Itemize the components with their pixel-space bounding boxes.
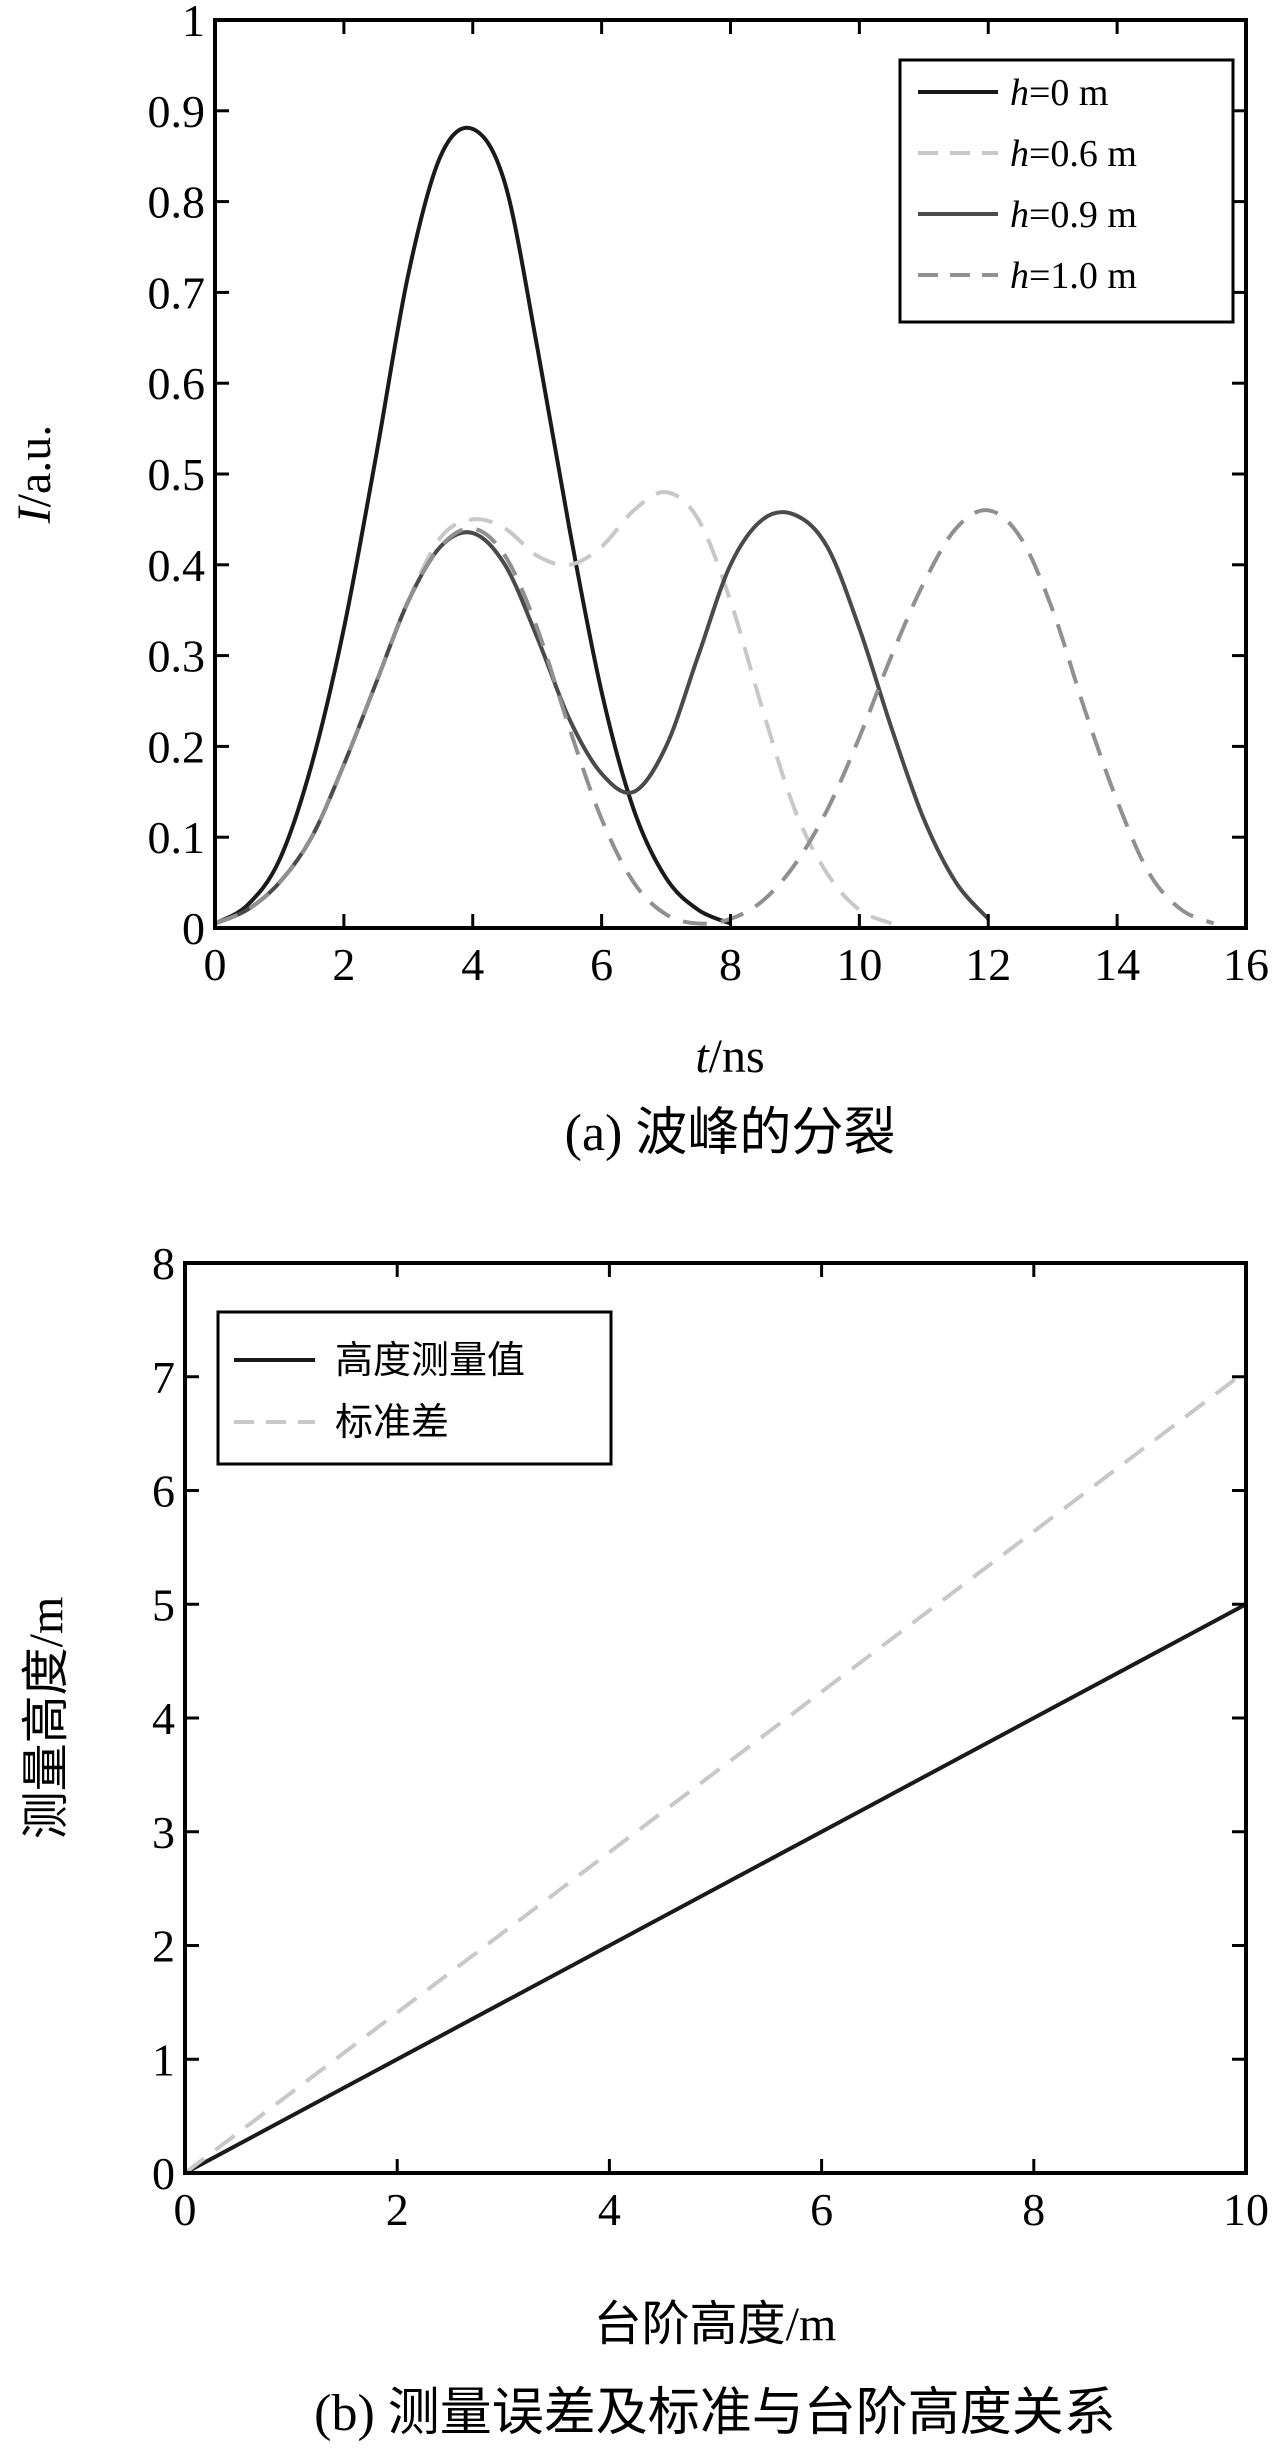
chart-a-x-tick-label: 16 (1223, 939, 1269, 990)
chart-b-x-axis-label: 台阶高度/m (594, 2298, 837, 2351)
chart-a-series-line-2 (214, 510, 990, 926)
chart-a-y-tick-label: 0.3 (148, 631, 206, 682)
chart-a-legend-label-0: h=0 m (1010, 72, 1109, 114)
chart-b-legend-label-1: 标准差 (335, 1402, 449, 1444)
chart-a-series-line-1 (214, 490, 893, 926)
chart-b-y-tick-label: 4 (152, 1693, 175, 1744)
chart-a-x-tick-label: 0 (204, 939, 227, 990)
chart-a-x-tick-label: 8 (719, 939, 742, 990)
chart-a-series-line-0 (214, 125, 732, 926)
chart-a-ticks (213, 18, 1248, 930)
chart-b-series-line-0 (184, 1602, 1247, 2175)
chart-a-x-tick-label: 12 (965, 939, 1011, 990)
chart-a-legend-label-1: h=0.6 m (1010, 133, 1137, 175)
chart-a-legend: h=0 m h=0.6 m h=0.9 m h=1.0 m (898, 58, 1235, 324)
chart-a-legend-box (898, 58, 1235, 324)
chart-b-ticks (183, 1261, 1248, 2175)
chart-b-legend-box (216, 1310, 613, 1466)
chart-a-y-tick-label: 0.1 (148, 812, 206, 863)
chart-b-series-line-1 (183, 1369, 1248, 2175)
chart-b-x-tick-label: 8 (1022, 2184, 1045, 2235)
chart-a-x-tick-label: 2 (332, 939, 355, 990)
chart-b-y-tick-label: 8 (152, 1238, 175, 1289)
chart-a-x-tick-label: 10 (836, 939, 882, 990)
chart-b-y-tick-label: 2 (152, 1921, 175, 1972)
chart-a-tick-labels: 0 2 4 6 8 10 12 14 16 0 0.1 0.2 0.3 0.4 0.5 0.6 0.7 0.8 0.… (148, 0, 1270, 990)
chart-a-y-tick-label: 0 (182, 903, 205, 954)
chart-b-x-tick-label: 6 (810, 2184, 833, 2235)
chart-a: 0 2 4 6 8 10 12 14 16 0 0.1 0.2 0.3 0.4 0.5 0.6 0.7 0.8 0.… (8, 0, 1269, 1162)
chart-b-y-axis-label: 测量高度/m (20, 1597, 73, 1840)
chart-b-y-tick-label: 7 (152, 1352, 175, 1403)
chart-a-legend-label-2: h=0.9 m (1010, 194, 1137, 236)
chart-b-y-tick-label: 1 (152, 2034, 175, 2085)
chart-a-x-tick-label: 4 (461, 939, 484, 990)
chart-b-x-tick-label: 2 (386, 2184, 409, 2235)
chart-a-y-tick-label: 0.8 (148, 177, 206, 228)
chart-a-y-tick-label: 0.7 (148, 267, 206, 318)
chart-a-x-tick-label: 6 (590, 939, 613, 990)
chart-b-series-lines (183, 1369, 1248, 2175)
chart-b-caption: (b) 测量误差及标准与台阶高度关系 (314, 2385, 1116, 2442)
chart-a-y-tick-label: 0.9 (148, 86, 206, 137)
chart-b-x-tick-label: 0 (174, 2184, 197, 2235)
chart-a-y-tick-label: 0.6 (148, 358, 206, 409)
chart-b-y-tick-label: 5 (152, 1579, 175, 1630)
chart-a-y-tick-label: 0.2 (148, 721, 206, 772)
chart-b-y-tick-label: 3 (152, 1807, 175, 1858)
chart-b-x-tick-label: 10 (1223, 2184, 1269, 2235)
chart-b-y-tick-label: 0 (152, 2148, 175, 2199)
chart-a-legend-label-3: h=1.0 m (1010, 255, 1137, 297)
chart-b-tick-labels: 0 2 4 6 8 10 0 1 2 3 4 5 6 7 8 (152, 1238, 1269, 2235)
chart-a-caption: (a) 波峰的分裂 (565, 1105, 896, 1162)
chart-a-y-tick-label: 0.5 (148, 449, 206, 500)
chart-a-x-tick-label: 14 (1094, 939, 1140, 990)
chart-a-series-lines (214, 125, 1215, 926)
chart-a-series-line-3 (214, 508, 1215, 926)
chart-b-y-tick-label: 6 (152, 1466, 175, 1517)
chart-a-x-axis-label: t/ns (695, 1030, 764, 1083)
chart-b-legend-label-0: 高度测量值 (335, 1340, 525, 1382)
chart-a-y-axis-label: I/a.u. (8, 425, 61, 525)
chart-b-x-tick-label: 4 (598, 2184, 621, 2235)
chart-a-y-tick-label: 0.4 (148, 540, 206, 591)
chart-a-y-tick-label: 1 (182, 0, 205, 46)
